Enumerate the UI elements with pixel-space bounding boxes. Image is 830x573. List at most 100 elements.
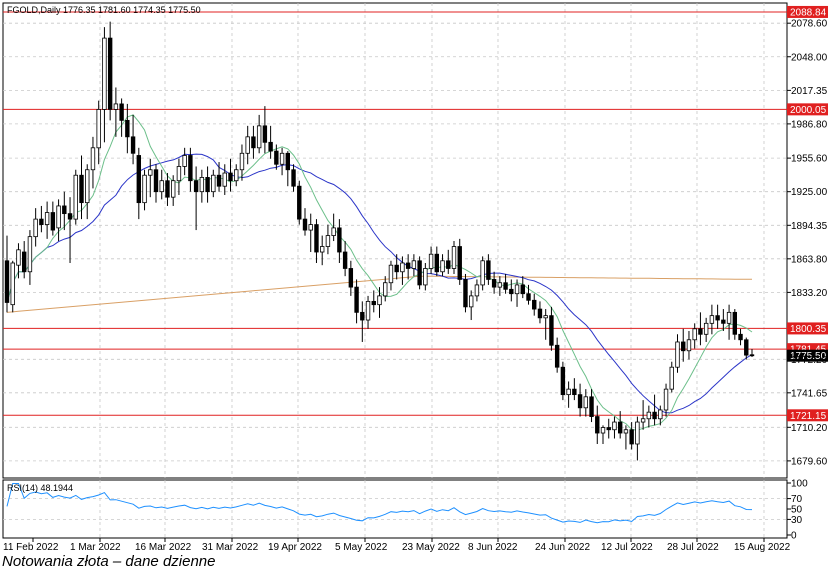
- candle-down: [268, 141, 273, 152]
- candle-up: [245, 136, 250, 154]
- rsi-panel: [2, 479, 788, 539]
- x-tick-label: 31 Mar 2022: [202, 542, 259, 553]
- candle-down: [348, 268, 354, 288]
- candle-down: [291, 169, 296, 187]
- candle-up: [182, 155, 187, 167]
- candle-down: [342, 251, 348, 269]
- price-level-label: 2088.84: [790, 7, 827, 18]
- candle-down: [153, 169, 159, 193]
- candle-down: [188, 155, 193, 182]
- candle-down: [463, 279, 468, 308]
- candle-up: [451, 246, 457, 269]
- candle-up: [85, 169, 90, 204]
- candle-up: [635, 421, 640, 445]
- x-tick-label: 1 Mar 2022: [70, 542, 121, 553]
- rsi-tick-label: 70: [791, 494, 803, 505]
- candle-down: [262, 125, 268, 143]
- candle-down: [205, 177, 210, 193]
- candle-down: [405, 262, 411, 269]
- candle-up: [612, 421, 617, 431]
- candle-up: [211, 174, 216, 193]
- y-tick-label: 1955.60: [791, 154, 828, 165]
- candle-down: [107, 37, 113, 110]
- candle-up: [543, 315, 548, 319]
- gold-price-chart: 2088.842000.051800.351781.451721.151775.…: [2, 2, 828, 553]
- candle-down: [537, 308, 543, 319]
- candle-down: [503, 282, 508, 290]
- current-price-label: 1775.50: [790, 351, 827, 362]
- candle-up: [96, 109, 101, 149]
- candle-up: [497, 282, 503, 288]
- candle-up: [669, 366, 674, 390]
- y-tick-label: 1894.35: [791, 221, 828, 232]
- y-tick-label: 1741.65: [791, 388, 828, 399]
- candle-up: [279, 152, 285, 165]
- candle-down: [738, 333, 743, 341]
- candle-down: [457, 246, 462, 280]
- candle-up: [142, 174, 147, 204]
- chart-header: FGOLD,Daily 1776.35 1781.60 1774.35 1775…: [7, 5, 201, 15]
- candle-down: [4, 260, 10, 303]
- price-level-label: 1721.15: [790, 411, 827, 422]
- candle-down: [39, 218, 44, 225]
- y-tick-label: 1710.20: [791, 423, 828, 434]
- candles: [4, 21, 755, 461]
- candle-up: [325, 235, 331, 247]
- x-tick-label: 12 Jul 2022: [601, 542, 653, 553]
- candle-down: [274, 150, 279, 165]
- rsi-tick-label: 0: [791, 531, 797, 542]
- candle-down: [606, 427, 611, 431]
- candle-down: [62, 205, 67, 215]
- candle-up: [319, 246, 325, 253]
- candle-down: [744, 339, 749, 356]
- y-tick-label: 1772.20: [791, 355, 828, 366]
- x-tick-label: 16 Mar 2022: [135, 542, 192, 553]
- price-level-label: 2000.05: [790, 105, 827, 116]
- x-tick-label: 19 Apr 2022: [268, 542, 322, 553]
- current-price-tag: [787, 349, 828, 362]
- candle-down: [130, 136, 136, 154]
- x-tick-label: 23 May 2022: [402, 542, 460, 553]
- candle-up: [428, 253, 434, 269]
- candle-down: [417, 260, 422, 286]
- chart-caption: Notowania złota – dane dzienne: [2, 553, 216, 570]
- candle-down: [554, 344, 560, 368]
- candle-down: [652, 411, 657, 420]
- candle-up: [468, 295, 474, 308]
- x-tick-label: 11 Feb 2022: [3, 542, 59, 553]
- candle-down: [549, 315, 554, 346]
- candle-down: [354, 286, 359, 313]
- candle-up: [239, 152, 245, 171]
- rsi-series: [6, 483, 753, 524]
- candle-up: [170, 180, 176, 198]
- candle-down: [491, 279, 497, 288]
- candle-up: [726, 311, 732, 324]
- x-tick-label: 15 Aug 2022: [734, 542, 791, 553]
- candle-down: [434, 253, 440, 273]
- candle-down: [629, 429, 634, 445]
- price-level-tag: [787, 103, 828, 116]
- candle-up: [176, 166, 182, 182]
- candle-down: [509, 288, 514, 295]
- candle-up: [388, 264, 394, 284]
- y-tick-label: 1679.60: [791, 456, 828, 467]
- candle-down: [21, 251, 27, 273]
- candle-down: [572, 388, 577, 396]
- candle-up: [102, 37, 107, 110]
- candle-up: [566, 388, 571, 396]
- candle-up: [73, 174, 78, 220]
- x-tick-label: 24 Jun 2022: [535, 542, 590, 553]
- y-tick-label: 2048.00: [791, 52, 828, 63]
- candle-up: [686, 339, 692, 352]
- candle-up: [222, 172, 227, 187]
- candle-down: [314, 224, 319, 253]
- candle-down: [446, 260, 451, 269]
- candle-down: [302, 218, 308, 231]
- candle-up: [256, 125, 262, 149]
- candle-down: [617, 421, 623, 434]
- candle-up: [440, 260, 445, 273]
- candle-down: [371, 300, 376, 306]
- candle-down: [297, 185, 302, 220]
- candle-up: [692, 328, 697, 341]
